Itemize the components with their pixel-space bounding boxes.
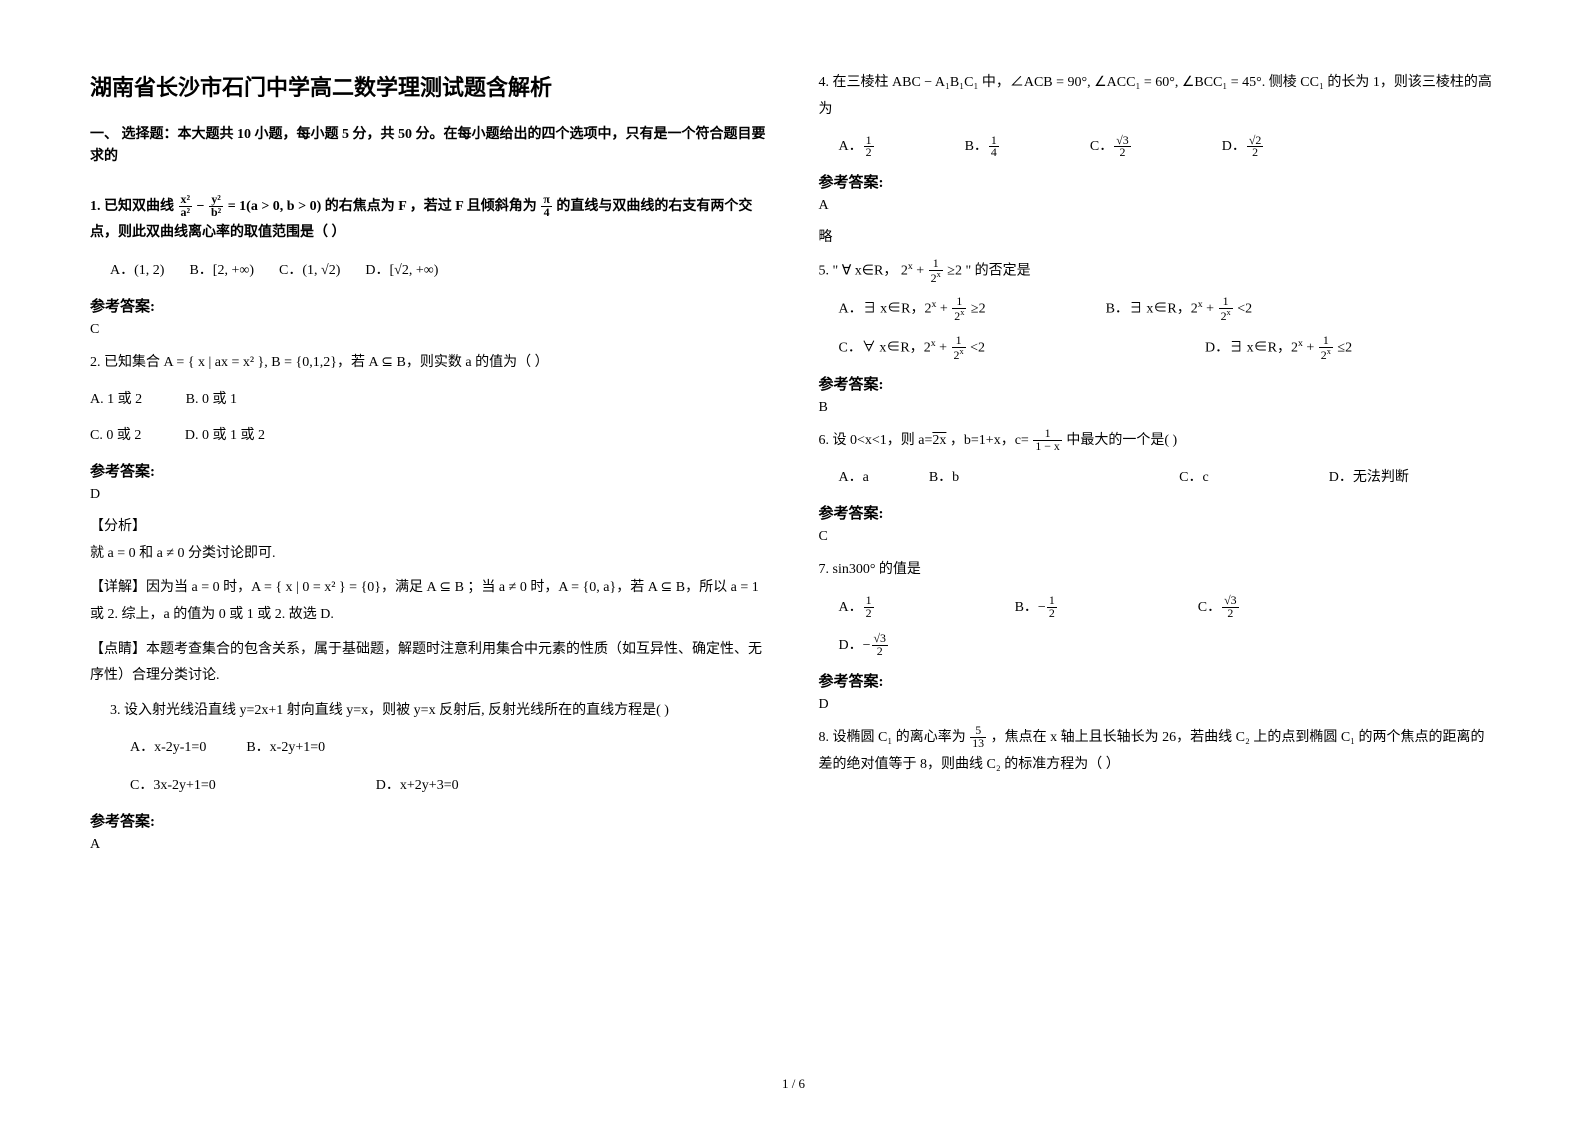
section-intro: 一、 选择题：本大题共 10 小题，每小题 5 分，共 50 分。在每小题给出的… [90,124,769,169]
left-column: 湖南省长沙市石门中学高二数学理测试题含解析 一、 选择题：本大题共 10 小题，… [90,70,769,865]
q2-note: 【点睛】本题考查集合的包含关系，属于基础题，解题时注意利用集合中元素的性质（如互… [90,637,769,690]
q6-answer-label: 参考答案: [819,502,1498,523]
q4-omit: 略 [819,226,1498,246]
q1-prefix: 1. 已知双曲线 [90,199,174,214]
q7-answer: D [819,697,1498,713]
q2-analysis: 就 a = 0 和 a ≠ 0 分类讨论即可. [90,541,769,568]
q1-answer: C [90,322,769,338]
q3-answer-label: 参考答案: [90,810,769,831]
q7-answer-label: 参考答案: [819,670,1498,691]
q4-answer-label: 参考答案: [819,171,1498,192]
q8-text: 8. 设椭圆 C₁ 的离心率为 513 ，焦点在 x 轴上且长轴长为 26，若曲… [819,725,1498,778]
q6-answer: C [819,529,1498,545]
q3-options-row2: C．3x-2y+1=0 D．x+2y+3=0 [130,772,769,800]
q5-options-row1: A．∃ x∈R，2x + 12x ≥2 B．∃ x∈R，2x + 12x <2 [839,295,1498,324]
q2-analysis-label: 【分析】 [90,515,769,535]
q2-detail: 【详解】因为当 a = 0 时，A = { x | 0 = x² } = {0}… [90,575,769,628]
q5-answer-label: 参考答案: [819,373,1498,394]
q1-formula: x²a² [179,194,193,219]
q7-options-row2: D．−√32 [839,632,1498,660]
page-title: 湖南省长沙市石门中学高二数学理测试题含解析 [90,70,769,102]
q7-text: 7. sin300° 的值是 [819,557,1498,584]
q3-answer: A [90,837,769,853]
q1-options: A．(1, 2) B．[2, +∞) C．(1, √2) D．[√2, +∞) [110,257,769,285]
q2-text: 2. 已知集合 A = { x | ax = x² }, B = {0,1,2}… [90,350,769,377]
q5-options-row2: C．∀ x∈R，2x + 12x <2 D．∃ x∈R，2x + 12x ≤2 [839,334,1498,363]
right-column: 4. 在三棱柱 ABC − A₁B₁C₁ 中，∠ACB = 90°, ∠ACC₁… [819,70,1498,865]
q4-options: A．12 B．14 C．√32 D．√22 [839,133,1498,161]
q3-text: 3. 设入射光线沿直线 y=2x+1 射向直线 y=x，则被 y=x 反射后, … [110,698,769,725]
q3-options-row1: A．x-2y-1=0 B．x-2y+1=0 [130,734,769,762]
q2-answer: D [90,487,769,503]
q6-options: A．a B．b C．c D．无法判断 [839,464,1498,492]
q6-text: 6. 设 0<x<1，则 a=2x ，b=1+x，c= 11 − x 中最大的一… [819,428,1498,455]
q1-answer-label: 参考答案: [90,295,769,316]
q5-text: 5. " ∀ x∈R， 2x + 12x ≥2 " 的否定是 [819,258,1498,285]
page-content: 湖南省长沙市石门中学高二数学理测试题含解析 一、 选择题：本大题共 10 小题，… [90,70,1497,865]
q2-options-row1: A. 1 或 2 B. 0 或 1 [90,387,769,414]
page-number: 1 / 6 [782,1076,805,1092]
q4-answer: A [819,198,1498,214]
q5-answer: B [819,400,1498,416]
q4-text: 4. 在三棱柱 ABC − A₁B₁C₁ 中，∠ACB = 90°, ∠ACC₁… [819,70,1498,123]
q1-mid: 的右焦点为 F ，若过 F 且倾斜角为 [325,199,537,214]
q1-text: 1. 已知双曲线 x²a² − y²b² = 1(a > 0, b > 0) 的… [90,194,769,247]
q2-answer-label: 参考答案: [90,460,769,481]
q7-options-row1: A．12 B．−12 C．√32 [839,594,1498,622]
q2-options-row2: C. 0 或 2 D. 0 或 1 或 2 [90,423,769,450]
